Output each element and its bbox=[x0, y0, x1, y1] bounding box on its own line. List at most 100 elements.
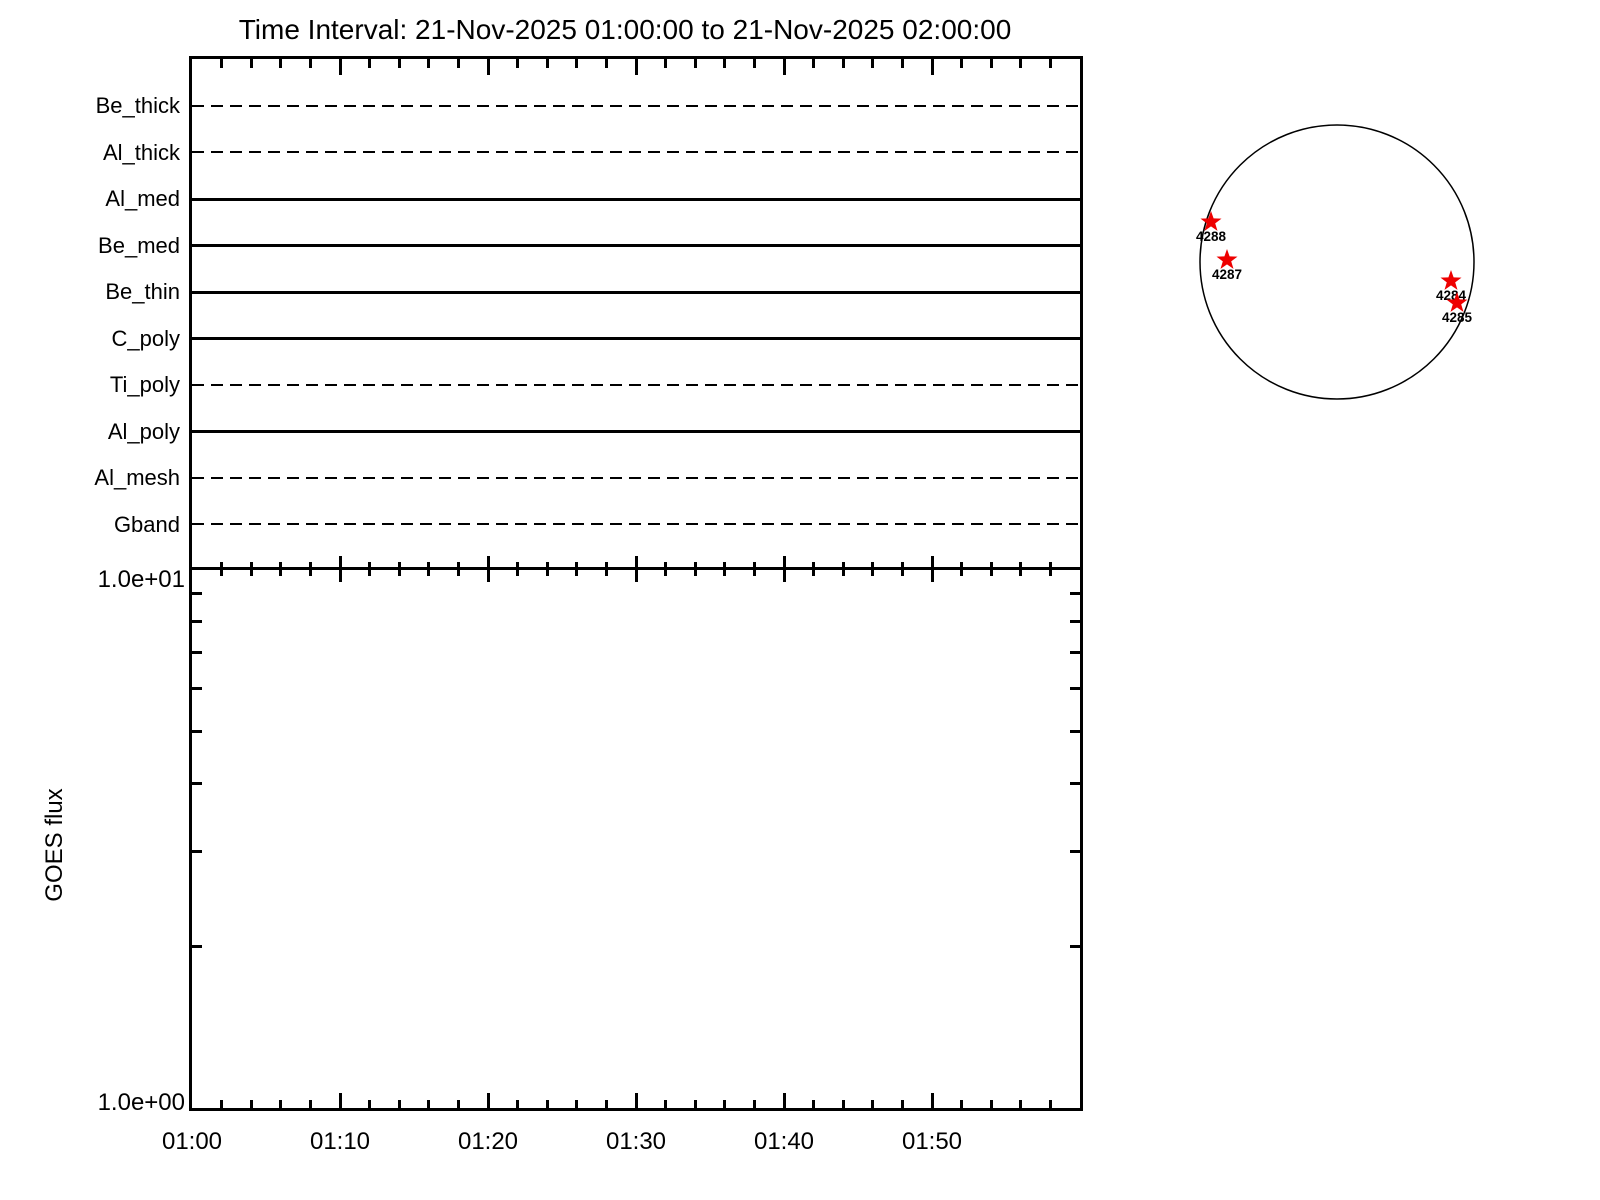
x-tick-junction bbox=[989, 562, 993, 576]
x-tick-bottom bbox=[812, 1100, 816, 1109]
x-tick-bottom bbox=[900, 1100, 904, 1109]
x-tick-bottom bbox=[782, 1093, 786, 1109]
x-tick-junction bbox=[900, 562, 904, 576]
x-tick-bottom bbox=[249, 1100, 253, 1109]
y-minor-tick-left bbox=[192, 730, 202, 734]
active-region-star-4285 bbox=[1446, 292, 1468, 312]
x-tick-top bbox=[693, 59, 697, 68]
x-tick-bottom bbox=[575, 1100, 579, 1109]
x-tick-top bbox=[575, 59, 579, 68]
active-region-label-4285: 4285 bbox=[1442, 310, 1473, 325]
x-tick-junction bbox=[220, 562, 224, 576]
x-tick-top bbox=[723, 59, 727, 68]
x-tick-bottom bbox=[456, 1100, 460, 1109]
x-tick-junction bbox=[308, 562, 312, 576]
x-tick-top bbox=[752, 59, 756, 68]
filter-line-al_mesh bbox=[192, 476, 1080, 479]
y-minor-tick-right bbox=[1070, 619, 1080, 623]
x-tick-top bbox=[279, 59, 283, 68]
active-region-star-4288 bbox=[1200, 211, 1222, 231]
active-region-star-4287 bbox=[1216, 249, 1238, 269]
y-minor-tick-right bbox=[1070, 782, 1080, 786]
x-tick-junction bbox=[841, 562, 845, 576]
x-tick-top bbox=[308, 59, 312, 68]
x-tick-top bbox=[604, 59, 608, 68]
active-region-label-4287: 4287 bbox=[1212, 267, 1242, 282]
x-tick-top bbox=[486, 59, 490, 75]
goes-flux-axis-title: GOES flux bbox=[41, 788, 68, 902]
x-tick-bottom bbox=[397, 1100, 401, 1109]
y-minor-tick-left bbox=[192, 849, 202, 853]
x-tick-junction bbox=[782, 556, 786, 582]
x-tick-junction bbox=[249, 562, 253, 576]
x-tick-bottom bbox=[752, 1100, 756, 1109]
x-tick-junction bbox=[575, 562, 579, 576]
y-minor-tick-left bbox=[192, 687, 202, 691]
filter-line-be_thick bbox=[192, 104, 1080, 107]
x-tick-top bbox=[871, 59, 875, 68]
x-tick-top bbox=[900, 59, 904, 68]
filter-timeline-panel bbox=[189, 56, 1083, 569]
x-tick-junction bbox=[634, 556, 638, 582]
x-tick-top bbox=[664, 59, 668, 68]
x-tick-bottom bbox=[338, 1093, 342, 1109]
y-minor-tick-left bbox=[192, 651, 202, 655]
x-tick-junction bbox=[664, 562, 668, 576]
x-tick-junction bbox=[486, 556, 490, 582]
x-tick-bottom bbox=[220, 1100, 224, 1109]
filter-line-ti_poly bbox=[192, 383, 1080, 386]
x-tick-junction bbox=[871, 562, 875, 576]
y-minor-tick-right bbox=[1070, 849, 1080, 853]
filter-line-be_thin bbox=[192, 290, 1080, 294]
filter-label-be_thin: Be_thin bbox=[105, 279, 180, 305]
y-minor-tick-right bbox=[1070, 944, 1080, 948]
filter-label-al_poly: Al_poly bbox=[107, 418, 180, 444]
y-minor-tick-left bbox=[192, 592, 202, 596]
filter-line-c_poly bbox=[192, 337, 1080, 341]
filter-line-be_med bbox=[192, 244, 1080, 248]
x-tick-top bbox=[989, 59, 993, 68]
y-minor-tick-right bbox=[1070, 730, 1080, 734]
filter-line-gband bbox=[192, 523, 1080, 526]
x-tick-bottom bbox=[664, 1100, 668, 1109]
x-tick-top bbox=[516, 59, 520, 68]
x-tick-bottom bbox=[368, 1100, 372, 1109]
x-tick-top bbox=[456, 59, 460, 68]
filter-label-al_mesh: Al_mesh bbox=[94, 465, 180, 491]
x-tick-junction bbox=[456, 562, 460, 576]
filter-label-gband: Gband bbox=[113, 511, 180, 537]
x-tick-label: 01:00 bbox=[161, 1128, 223, 1155]
filter-line-al_thick bbox=[192, 151, 1080, 154]
x-tick-bottom bbox=[1048, 1100, 1052, 1109]
filter-line-al_poly bbox=[192, 430, 1080, 434]
x-tick-top bbox=[812, 59, 816, 68]
x-tick-junction bbox=[723, 562, 727, 576]
x-tick-junction bbox=[1019, 562, 1023, 576]
x-tick-junction bbox=[368, 562, 372, 576]
y-minor-tick-right bbox=[1070, 687, 1080, 691]
filter-label-ti_poly: Ti_poly bbox=[109, 372, 180, 398]
x-tick-bottom bbox=[279, 1100, 283, 1109]
y-minor-tick-right bbox=[1070, 592, 1080, 596]
x-tick-label: 01:40 bbox=[753, 1128, 815, 1155]
x-tick-junction bbox=[752, 562, 756, 576]
x-tick-junction bbox=[397, 562, 401, 576]
x-tick-bottom bbox=[693, 1100, 697, 1109]
x-tick-top bbox=[397, 59, 401, 68]
x-tick-junction bbox=[812, 562, 816, 576]
y-minor-tick-left bbox=[192, 782, 202, 786]
y-tick-label-1e00: 1.0e+00 bbox=[97, 1089, 185, 1116]
active-region-star-4284 bbox=[1440, 270, 1462, 290]
x-tick-junction bbox=[930, 556, 934, 582]
x-tick-top bbox=[930, 59, 934, 75]
x-tick-top bbox=[1048, 59, 1052, 68]
x-tick-top bbox=[249, 59, 253, 68]
x-tick-junction bbox=[960, 562, 964, 576]
y-minor-tick-left bbox=[192, 944, 202, 948]
x-tick-top bbox=[782, 59, 786, 75]
x-tick-label: 01:50 bbox=[901, 1128, 963, 1155]
x-tick-top bbox=[427, 59, 431, 68]
x-tick-junction bbox=[545, 562, 549, 576]
x-tick-junction bbox=[693, 562, 697, 576]
